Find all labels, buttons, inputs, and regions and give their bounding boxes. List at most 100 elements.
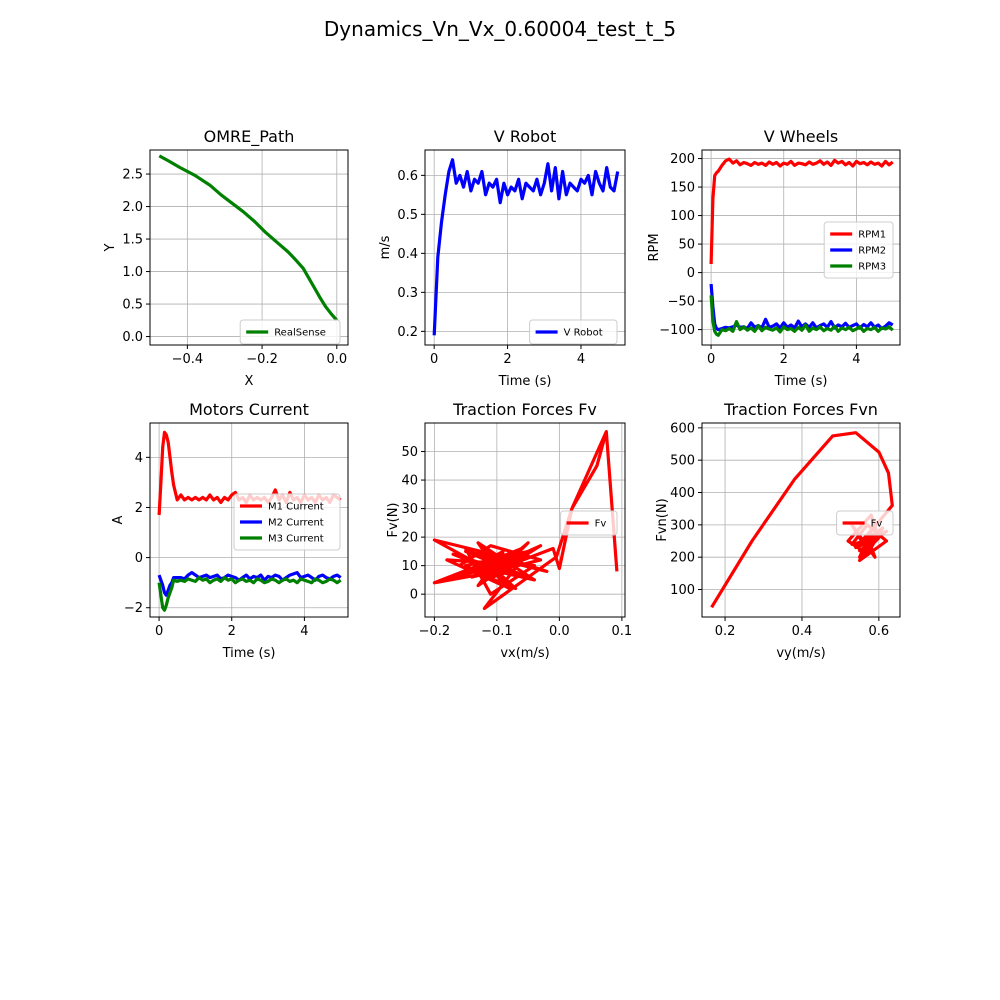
motors-current-axes-frame [149, 422, 349, 618]
traction-fvn-ytick-label: 100 [670, 583, 695, 598]
traction-fv-title: Traction Forces Fv [452, 400, 597, 419]
v-robot-xtick-label: 2 [503, 352, 511, 367]
omre-path-xtick-label: 0.0 [326, 352, 347, 367]
traction-fv-ytick-label: 20 [401, 531, 418, 546]
omre-path-ytick-label: 1.5 [122, 233, 143, 248]
traction-fv-panel: −0.2 −0.1 0.0 0.1 0 10 20 30 40 50 Traction Forces… [386, 400, 632, 661]
traction-fv-xlabel: vx(m/s) [500, 646, 549, 661]
omre-path-ytick-label: 2.5 [122, 168, 143, 183]
traction-fv-xtick-label: 0.0 [549, 624, 570, 639]
traction-fv-ytick-label: 0 [410, 588, 418, 603]
v-wheels-legend-label: RPM1 [858, 230, 886, 241]
motors-current-legend-label: M3 Current [268, 534, 324, 545]
motors-current-panel: 0 2 4 −2 0 2 4 Motors Current Time (s) A M1 Curren… [111, 400, 349, 661]
motors-current-ytick-label: −2 [124, 601, 143, 616]
motors-current-ytick-label: 2 [135, 501, 143, 516]
traction-fvn-series-line-0 [710, 431, 894, 609]
motors-current-series-line-2 [157, 575, 342, 612]
traction-fv-axes-frame [424, 422, 626, 618]
v-robot-ytick-label: 0.6 [397, 169, 418, 184]
traction-fvn-legend-box [836, 510, 894, 536]
v-robot-xlabel: Time (s) [498, 374, 552, 389]
traction-fv-xtick-label: −0.2 [419, 624, 451, 639]
v-wheels-ytick-label: 150 [670, 181, 695, 196]
v-robot-ylabel: m/s [378, 235, 393, 259]
omre-path-ytick-label: 0.5 [122, 298, 143, 313]
traction-fvn-panel: 0.2 0.4 0.6 100 200 300 400 500 600 Traction Forc… [655, 400, 901, 661]
traction-fvn-ytick-label: 200 [670, 551, 695, 566]
traction-fvn-ytick-label: 400 [670, 486, 695, 501]
v-wheels-legend-label: RPM3 [858, 262, 886, 273]
motors-current-ylabel: A [111, 515, 126, 524]
motors-current-ytick-label: 0 [135, 551, 143, 566]
motors-current-xtick-label: 4 [300, 624, 308, 639]
traction-fv-ytick-label: 10 [401, 559, 418, 574]
traction-fvn-legend-label: Fv [871, 519, 883, 530]
traction-fvn-xtick-label: 0.6 [869, 624, 890, 639]
v-robot-legend-label: V Robot [564, 328, 603, 339]
traction-fv-ytick-label: 30 [401, 502, 418, 517]
v-wheels-xlabel: Time (s) [774, 374, 828, 389]
v-robot-ytick-label: 0.2 [397, 325, 418, 340]
omre-path-axes-frame [149, 149, 349, 346]
v-wheels-xtick-label: 0 [707, 352, 715, 367]
traction-fvn-xlabel: vy(m/s) [776, 646, 825, 661]
v-wheels-series-line-0 [709, 157, 894, 265]
traction-fv-xtick-label: −0.1 [481, 624, 513, 639]
motors-current-legend-label: M1 Current [268, 502, 324, 513]
traction-fvn-ytick-label: 600 [670, 421, 695, 436]
traction-fv-series-line-0 [432, 430, 619, 611]
traction-fvn-xtick-label: 0.2 [715, 624, 736, 639]
omre-path-ytick-label: 0.0 [122, 330, 143, 345]
v-wheels-xtick-label: 4 [852, 352, 860, 367]
omre-path-legend-box [239, 319, 341, 345]
omre-path-series-line-0 [158, 154, 339, 322]
omre-path-xtick-label: −0.4 [172, 352, 204, 367]
v-wheels-xtick-label: 2 [780, 352, 788, 367]
motors-current-xtick-label: 0 [155, 624, 163, 639]
traction-fv-legend-box [560, 510, 618, 536]
traction-fvn-ylabel: Fvn(N) [655, 498, 670, 541]
omre-path-xlabel: X [245, 374, 254, 389]
v-wheels-legend-label: RPM2 [858, 246, 886, 257]
v-wheels-ytick-label: 50 [678, 238, 695, 253]
traction-fv-xtick-label: 0.1 [612, 624, 633, 639]
omre-path-xtick-label: −0.2 [246, 352, 278, 367]
motors-current-xtick-label: 2 [228, 624, 236, 639]
v-wheels-series-line-2 [709, 295, 894, 337]
v-robot-ytick-label: 0.4 [397, 247, 418, 262]
v-robot-series-line-0 [432, 158, 620, 336]
v-robot-ytick-label: 0.5 [397, 208, 418, 223]
traction-fv-legend-label: Fv [595, 519, 607, 530]
v-wheels-legend-box [823, 221, 894, 279]
omre-path-title: OMRE_Path [204, 127, 295, 147]
v-robot-legend-box [529, 319, 618, 345]
v-robot-xtick-label: 0 [430, 352, 438, 367]
v-robot-ytick-label: 0.3 [397, 286, 418, 301]
v-robot-xtick-label: 4 [577, 352, 585, 367]
v-wheels-title: V Wheels [764, 127, 838, 146]
v-wheels-ylabel: RPM [647, 233, 662, 261]
traction-fvn-axes-frame [701, 422, 901, 618]
v-robot-panel: 0 2 4 0.2 0.3 0.4 0.5 0.6 V Robot Time (s) m/s V Ro… [378, 127, 626, 389]
traction-fvn-xtick-label: 0.4 [792, 624, 813, 639]
motors-current-title: Motors Current [189, 400, 309, 419]
motors-current-ytick-label: 4 [135, 451, 143, 466]
omre-path-legend-label: RealSense [274, 328, 326, 339]
v-wheels-axes-frame [701, 149, 901, 346]
v-robot-axes-frame [424, 149, 626, 346]
v-wheels-ytick-label: −100 [659, 323, 695, 338]
v-wheels-ytick-label: 0 [687, 266, 695, 281]
omre-path-panel: −0.4 −0.2 0.0 0.0 0.5 1.0 1.5 2.0 2.5 OMRE_Path X Y… [103, 127, 349, 389]
v-wheels-ytick-label: 100 [670, 209, 695, 224]
traction-fv-ytick-label: 40 [401, 474, 418, 489]
v-wheels-ytick-label: 200 [670, 152, 695, 167]
v-wheels-ytick-label: −50 [668, 295, 695, 310]
omre-path-ylabel: Y [103, 243, 118, 252]
traction-fvn-ytick-label: 500 [670, 454, 695, 469]
motors-current-xlabel: Time (s) [222, 646, 276, 661]
traction-fv-ytick-label: 50 [401, 445, 418, 460]
motors-current-legend-label: M2 Current [268, 518, 324, 529]
